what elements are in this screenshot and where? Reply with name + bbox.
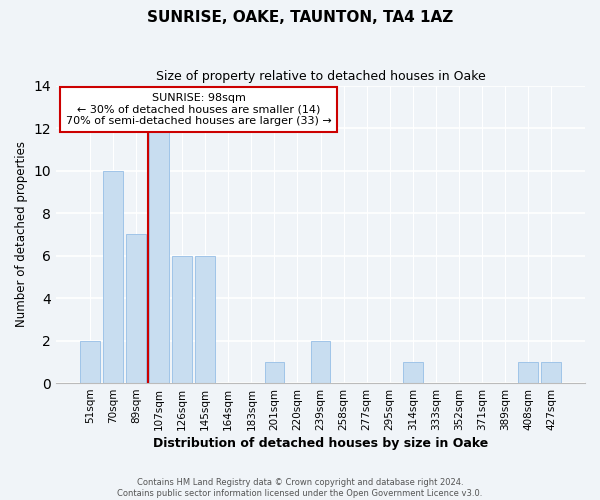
- Title: Size of property relative to detached houses in Oake: Size of property relative to detached ho…: [155, 70, 485, 83]
- Bar: [172, 256, 192, 383]
- Bar: [126, 234, 146, 383]
- X-axis label: Distribution of detached houses by size in Oake: Distribution of detached houses by size …: [153, 437, 488, 450]
- Bar: [103, 170, 123, 383]
- Bar: [403, 362, 422, 383]
- Bar: [80, 340, 100, 383]
- Bar: [311, 340, 331, 383]
- Bar: [265, 362, 284, 383]
- Bar: [196, 256, 215, 383]
- Bar: [149, 128, 169, 383]
- Bar: [518, 362, 538, 383]
- Bar: [541, 362, 561, 383]
- Text: Contains HM Land Registry data © Crown copyright and database right 2024.
Contai: Contains HM Land Registry data © Crown c…: [118, 478, 482, 498]
- Y-axis label: Number of detached properties: Number of detached properties: [15, 142, 28, 328]
- Text: SUNRISE: 98sqm
← 30% of detached houses are smaller (14)
70% of semi-detached ho: SUNRISE: 98sqm ← 30% of detached houses …: [66, 93, 332, 126]
- Text: SUNRISE, OAKE, TAUNTON, TA4 1AZ: SUNRISE, OAKE, TAUNTON, TA4 1AZ: [147, 10, 453, 25]
